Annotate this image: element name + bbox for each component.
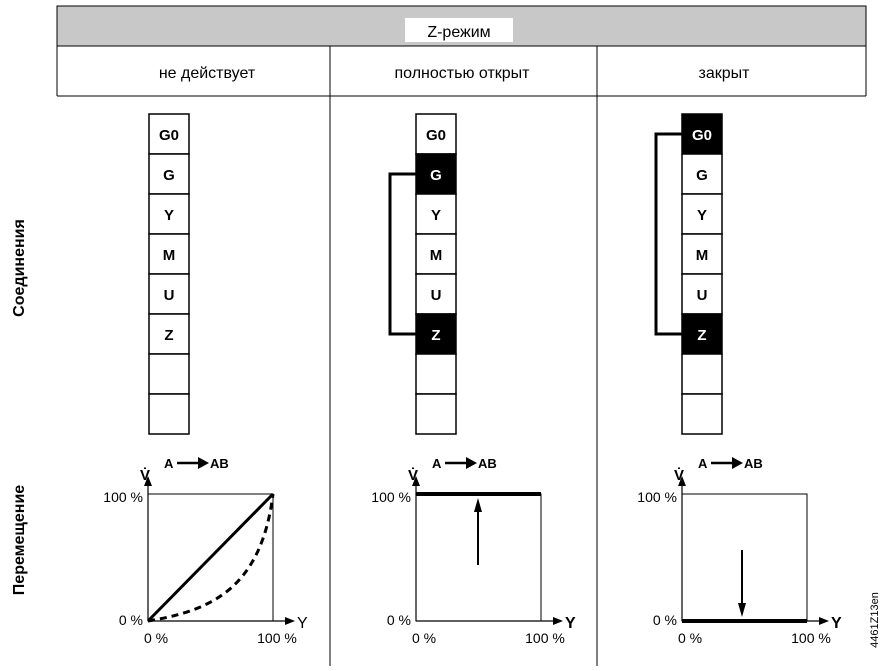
- x-axis-arrowhead: [819, 617, 829, 625]
- flow-arrowhead: [198, 457, 209, 469]
- y-axis-arrowhead: [144, 476, 152, 486]
- terminal-label: Z: [697, 327, 706, 344]
- terminal-label: Z: [431, 327, 440, 344]
- y-min-label: 0 %: [119, 612, 143, 628]
- flow-arrowhead: [732, 457, 743, 469]
- terminal-U-col1: [148, 273, 190, 315]
- terminal-Y-col2: [415, 193, 457, 235]
- terminal-G0-col3: [681, 113, 723, 155]
- terminal-label: G0: [426, 127, 446, 144]
- terminal-Y-col3: [681, 193, 723, 235]
- terminal-label: Y: [431, 207, 441, 224]
- terminal-G-col1: [148, 153, 190, 195]
- flow-symbol-label: V̇: [408, 467, 418, 484]
- terminal-blank-col1: [148, 393, 190, 435]
- row-label-connections: Соединения: [11, 219, 28, 317]
- terminal-label: Y: [164, 207, 174, 224]
- y-axis-arrowhead: [412, 476, 420, 486]
- y-axis-arrowhead: [678, 476, 686, 486]
- flow-from-label: A: [698, 456, 708, 471]
- y-min-label: 0 %: [653, 612, 677, 628]
- direction-arrowhead: [474, 498, 482, 512]
- terminal-Z-col2: [415, 313, 457, 355]
- graph-frame-col3: [681, 493, 808, 622]
- terminal-label: U: [164, 287, 175, 304]
- terminal-label: U: [697, 287, 708, 304]
- terminal-label: M: [163, 247, 176, 264]
- terminal-label: M: [696, 247, 709, 264]
- direction-arrowhead: [738, 603, 746, 617]
- x-max-label: 100 %: [791, 630, 831, 646]
- x-min-label: 0 %: [678, 630, 702, 646]
- y-max-label: 100 %: [371, 489, 411, 505]
- terminal-G-col3: [681, 153, 723, 195]
- terminal-blank-col2: [415, 353, 457, 395]
- flow-from-label: A: [432, 456, 442, 471]
- column-header-1: не действует: [159, 65, 256, 82]
- x-axis-arrowhead: [285, 617, 295, 625]
- terminal-blank-col2: [415, 393, 457, 435]
- terminal-label: Y: [697, 207, 707, 224]
- flow-to-label: AB: [478, 456, 497, 471]
- equal-percentage-curve: [147, 493, 275, 623]
- terminal-U-col2: [415, 273, 457, 315]
- flow-from-label: A: [164, 456, 174, 471]
- x-min-label: 0 %: [412, 630, 436, 646]
- terminal-Y-col1: [148, 193, 190, 235]
- terminal-U-col3: [681, 273, 723, 315]
- flow-to-label: AB: [210, 456, 229, 471]
- x-axis-symbol: Y: [831, 615, 842, 632]
- flow-to-label: AB: [744, 456, 763, 471]
- link-wire-col3: [654, 132, 682, 336]
- terminal-G0-col2: [415, 113, 457, 155]
- terminal-M-col2: [415, 233, 457, 275]
- x-max-label: 100 %: [257, 630, 297, 646]
- x-max-label: 100 %: [525, 630, 565, 646]
- x-axis-symbol: Y: [565, 615, 576, 632]
- header-title: Z-режим: [427, 24, 490, 41]
- flow-arrowhead: [466, 457, 477, 469]
- flow-symbol-label: V̇: [140, 467, 150, 484]
- terminal-Z-col1: [148, 313, 190, 355]
- linear-curve: [146, 492, 275, 623]
- terminal-label: U: [431, 287, 442, 304]
- terminal-label: G0: [159, 127, 179, 144]
- y-max-label: 100 %: [103, 489, 143, 505]
- header-title-box: [405, 18, 513, 42]
- flow-symbol-label: V̇: [674, 467, 684, 484]
- terminal-label: G0: [692, 127, 712, 144]
- column-header-2: полностью открыт: [395, 65, 531, 82]
- terminal-blank-col1: [148, 353, 190, 395]
- y-max-label: 100 %: [637, 489, 677, 505]
- link-wire-col2: [388, 172, 416, 336]
- x-axis-arrowhead: [553, 617, 563, 625]
- row-label-movement: Перемещение: [11, 485, 28, 595]
- terminal-label: G: [163, 167, 175, 184]
- figure-id: 4461Z13en: [869, 592, 881, 648]
- terminal-label: G: [430, 167, 442, 184]
- column-header-3: закрыт: [699, 65, 751, 82]
- x-min-label: 0 %: [144, 630, 168, 646]
- x-axis-symbol: Y: [297, 615, 308, 632]
- terminal-label: Z: [164, 327, 173, 344]
- y-min-label: 0 %: [387, 612, 411, 628]
- terminal-label: M: [430, 247, 443, 264]
- terminal-label: G: [696, 167, 708, 184]
- terminal-blank-col3: [681, 393, 723, 435]
- terminal-blank-col3: [681, 353, 723, 395]
